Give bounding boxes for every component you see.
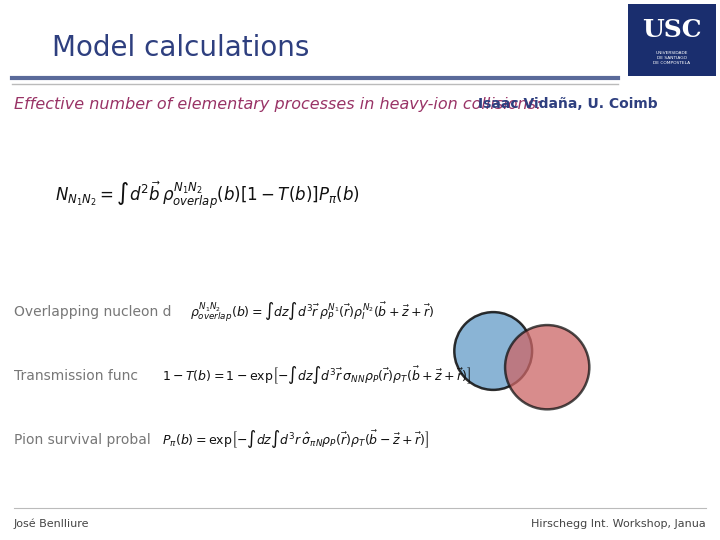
Text: $1 - T(b) = 1 - \exp\!\left[-\int dz\int d^3\vec{r}\,\sigma_{NN}\rho_P(\vec{r})\: $1 - T(b) = 1 - \exp\!\left[-\int dz\int… (162, 365, 471, 387)
Text: Isaac Vidaña, U. Coimb: Isaac Vidaña, U. Coimb (478, 97, 657, 111)
Bar (628, 4, 716, 76)
Text: UNIVERSIDADE
DE SANTIAGO
DE COMPOSTELA: UNIVERSIDADE DE SANTIAGO DE COMPOSTELA (654, 51, 690, 65)
Text: Overlapping nucleon d: Overlapping nucleon d (14, 305, 171, 319)
Text: Effective number of elementary processes in heavy-ion collisions:: Effective number of elementary processes… (14, 97, 541, 111)
Text: Model calculations: Model calculations (52, 34, 310, 62)
Text: $P_{\pi}(b) = \exp\!\left[-\int dz\int d^3r\,\hat{\sigma}_{\pi N}\rho_P(\vec{r}): $P_{\pi}(b) = \exp\!\left[-\int dz\int d… (162, 429, 429, 451)
Text: Pion survival probal: Pion survival probal (14, 433, 150, 447)
Text: Transmission func: Transmission func (14, 369, 138, 383)
Circle shape (505, 325, 590, 409)
Circle shape (454, 312, 532, 390)
Text: Hirschegg Int. Workshop, Janua: Hirschegg Int. Workshop, Janua (531, 519, 706, 529)
Text: José Benlliure: José Benlliure (14, 519, 89, 529)
Text: $N_{N_1 N_2} = \int d^2\vec{b}\,\rho_{overlap}^{N_1 N_2}(b)\left[1 - T(b)\right]: $N_{N_1 N_2} = \int d^2\vec{b}\,\rho_{ov… (55, 179, 360, 211)
Text: $\rho_{overlap}^{N_1 N_2}(b) = \int dz\int d^3\vec{r}\,\rho_P^{N_1}(\vec{r})\rho: $\rho_{overlap}^{N_1 N_2}(b) = \int dz\i… (190, 300, 434, 324)
Text: USC: USC (642, 18, 702, 42)
